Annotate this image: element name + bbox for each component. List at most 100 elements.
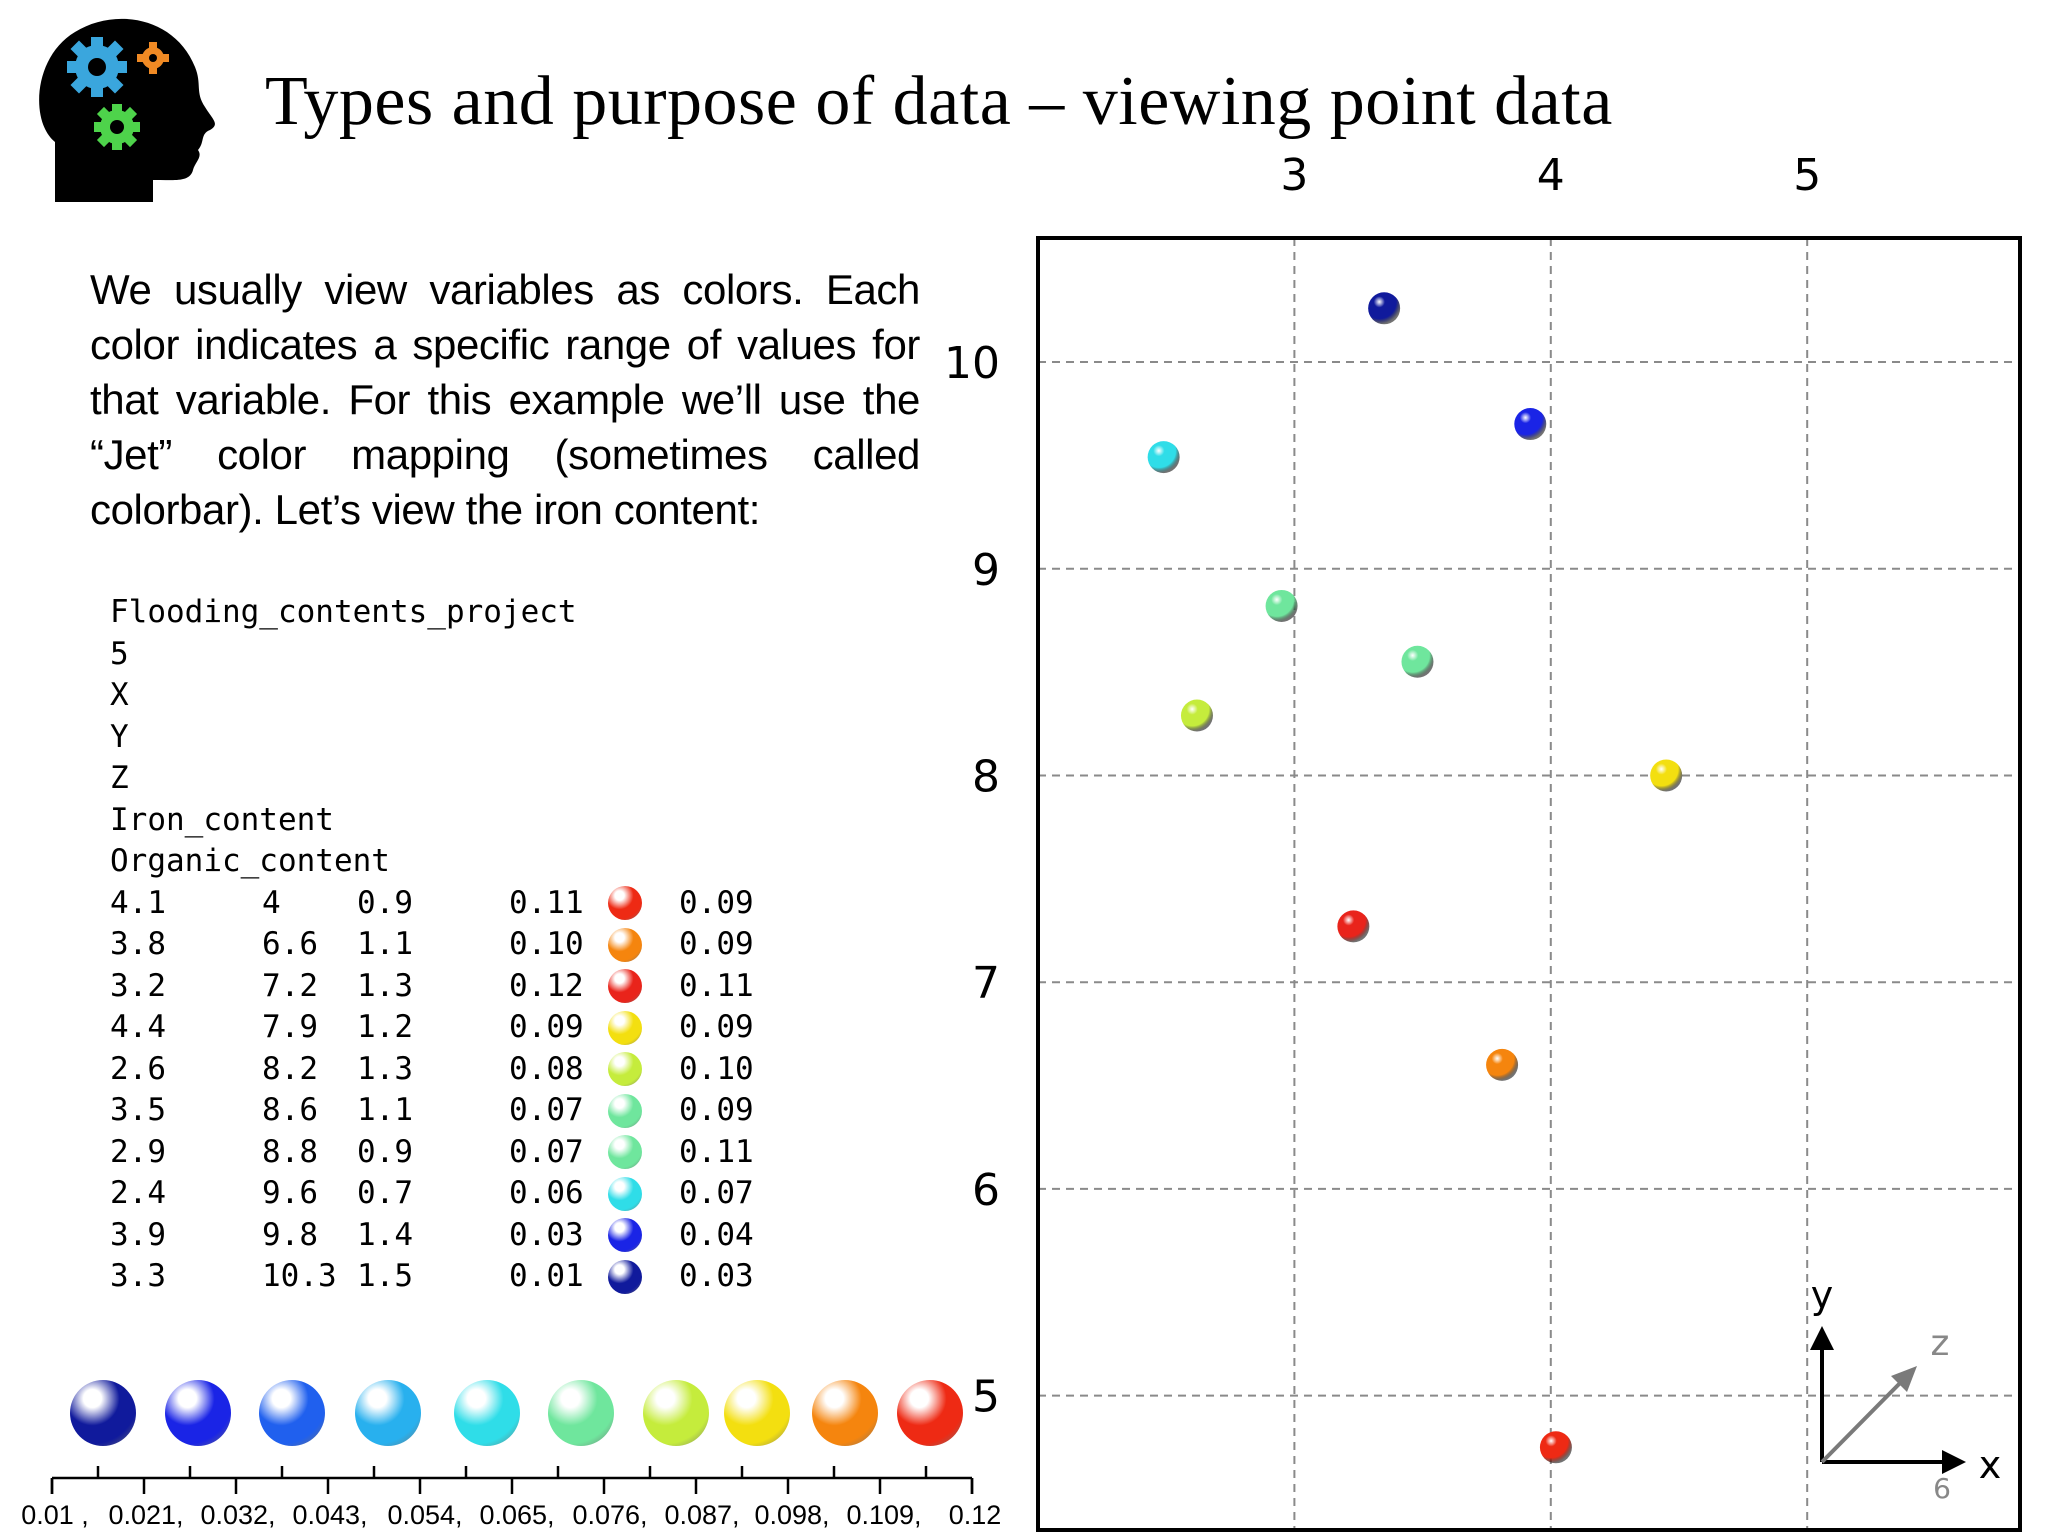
grid-lines (1038, 238, 2020, 1530)
data-point (1486, 1048, 1519, 1081)
organic-value: 0.09 (679, 926, 754, 962)
swatch-cell (603, 927, 679, 962)
swatch-cell (603, 886, 679, 921)
colorbar-scale-label: 0.032, (200, 1500, 276, 1530)
y-value: 7.9 (262, 1009, 318, 1045)
organic-value: 0.04 (679, 1216, 754, 1253)
z-value: 1.2 (357, 1009, 413, 1045)
y-tick-label: 8 (972, 751, 1000, 802)
file-header-line: Flooding_contents_project (110, 594, 577, 630)
color-swatch (608, 1010, 642, 1045)
file-row: 2.4 9.6 0.7 0.06 0.07 (110, 1173, 754, 1215)
swatch-cell (603, 1218, 679, 1253)
x-value: 3.9 (110, 1216, 166, 1253)
z-value: 1.1 (357, 1092, 413, 1128)
x-value: 4.4 (110, 1009, 166, 1045)
tick-labels: 3 4 5 5 6 7 8 9 10 (944, 150, 1821, 1423)
x-value: 2.6 (110, 1050, 166, 1087)
colorbar-sphere (812, 1380, 878, 1446)
iron-value: 0.09 (509, 1009, 584, 1045)
gear-blue-icon (67, 37, 127, 97)
iron-value: 0.10 (509, 926, 584, 962)
data-point (1368, 292, 1401, 325)
file-header-line: 5 (110, 635, 129, 672)
colorbar-scale-label: 0.087, (664, 1500, 740, 1530)
y-tick-label: 9 (972, 545, 1000, 596)
page-title: Types and purpose of data – viewing poin… (265, 63, 1613, 140)
swatch-cell (603, 969, 679, 1004)
y-tick-label: 10 (944, 338, 1000, 389)
y-tick-label: 5 (972, 1372, 1000, 1423)
colorbar-sphere (548, 1380, 614, 1446)
z-value: 1.1 (357, 926, 413, 962)
swatch-cell (603, 1259, 679, 1294)
data-point (1147, 441, 1180, 474)
swatch-cell (603, 1176, 679, 1211)
colorbar-scale-label: 0.098, (754, 1500, 830, 1530)
organic-value: 0.11 (679, 1133, 754, 1170)
colorbar-sphere (355, 1380, 421, 1446)
color-swatch (608, 1093, 642, 1128)
file-header-line: Z (110, 760, 129, 796)
color-swatch (608, 927, 642, 962)
colorbar-scale-label: 0.043, (292, 1500, 368, 1530)
y-value: 9.8 (262, 1216, 318, 1253)
colorbar-scale-label: 0.12 (948, 1500, 1002, 1530)
iron-value: 0.07 (509, 1092, 584, 1128)
file-row: 4.1 4 0.9 0.11 0.09 (110, 883, 754, 925)
x-value: 3.8 (110, 926, 166, 962)
y-value: 7.2 (262, 967, 318, 1004)
z-value: 0.9 (357, 1133, 413, 1170)
swatch-cell (603, 1010, 679, 1045)
colorbar-scale-label: 0.021, (108, 1500, 184, 1530)
color-swatch (608, 1259, 642, 1294)
organic-value: 0.09 (679, 884, 754, 921)
gear-green-icon (94, 104, 140, 150)
data-point (1539, 1431, 1572, 1464)
y-tick-label: 6 (972, 1165, 1000, 1216)
colorbar-sphere (165, 1380, 231, 1446)
organic-value: 0.10 (679, 1050, 754, 1087)
iron-value: 0.03 (509, 1216, 584, 1253)
organic-value: 0.07 (679, 1175, 754, 1211)
x-value: 4.1 (110, 884, 166, 921)
x-value: 2.4 (110, 1175, 166, 1211)
colorbar-sphere (70, 1380, 136, 1446)
x-value: 3.5 (110, 1092, 166, 1128)
organic-value: 0.11 (679, 967, 754, 1004)
head-gears-icon (39, 18, 215, 203)
file-row: 3.2 7.2 1.3 0.12 0.11 (110, 966, 754, 1008)
z-value: 1.3 (357, 967, 413, 1004)
file-header-line: Y (110, 718, 129, 755)
z-value: 1.3 (357, 1050, 413, 1087)
z-value: 1.4 (357, 1216, 413, 1253)
colorbar-scale-label: 0.109, (846, 1500, 922, 1530)
colorbar-sphere (897, 1380, 963, 1446)
colorbar-scale-label: 0.054, (387, 1500, 463, 1530)
color-swatch (608, 886, 642, 921)
y-value: 4 (262, 884, 281, 921)
axis-y-label: y (1811, 1273, 1834, 1317)
z-value: 0.9 (357, 884, 413, 921)
iron-value: 0.07 (509, 1133, 584, 1170)
file-row: 3.9 9.8 1.4 0.03 0.04 (110, 1215, 754, 1257)
x-tick-label: 4 (1537, 150, 1565, 201)
intro-text: We usually view variables as colors. Eac… (90, 266, 920, 533)
file-row: 3.8 6.6 1.1 0.10 0.09 (110, 924, 754, 966)
iron-value: 0.08 (509, 1050, 584, 1087)
y-value: 8.2 (262, 1050, 318, 1087)
organic-value: 0.09 (679, 1092, 754, 1128)
colorbar-sphere (643, 1380, 709, 1446)
color-swatch (608, 1052, 642, 1087)
color-swatch (608, 969, 642, 1004)
data-point (1180, 699, 1213, 732)
iron-value: 0.06 (509, 1175, 584, 1211)
file-header-line: Organic_content (110, 843, 390, 879)
swatch-cell (603, 1135, 679, 1170)
data-point (1337, 910, 1370, 943)
y-value: 10.3 (262, 1258, 337, 1294)
gear-orange-icon (137, 42, 169, 74)
data-points (1147, 292, 1683, 1464)
y-value: 9.6 (262, 1175, 318, 1211)
